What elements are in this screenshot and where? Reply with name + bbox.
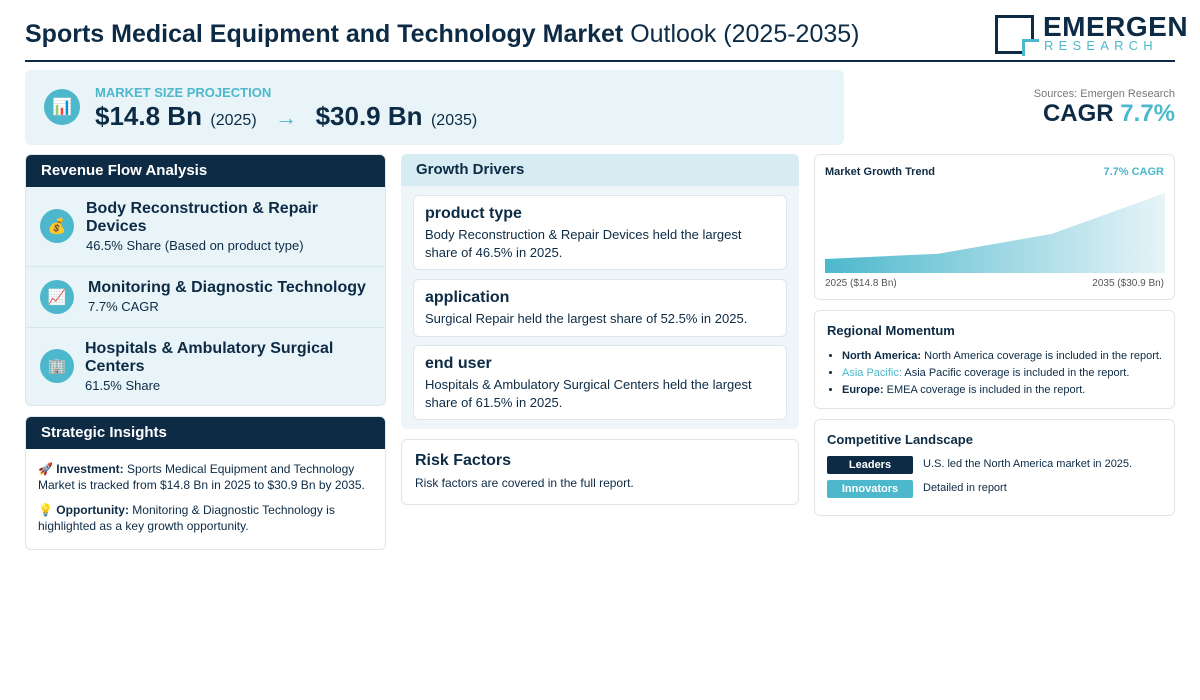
driver-card-title: product type bbox=[425, 205, 522, 222]
driver-card: end user Hospitals & Ambulatory Surgical… bbox=[413, 345, 787, 420]
money-bag-icon: 💰 bbox=[40, 209, 74, 243]
revenue-item-title: Hospitals & Ambulatory Surgical Centers bbox=[85, 340, 334, 375]
strategic-insights-title: Strategic Insights bbox=[26, 417, 385, 449]
leaders-badge: Leaders bbox=[827, 456, 913, 474]
revenue-item: 📈 Monitoring & Diagnostic Technology 7.7… bbox=[26, 267, 385, 328]
regional-momentum-panel: Regional Momentum North America: North A… bbox=[814, 310, 1175, 409]
opportunity-label: Opportunity: bbox=[56, 503, 129, 517]
revenue-item-title: Body Reconstruction & Repair Devices bbox=[86, 200, 319, 235]
logo-subtitle: RESEARCH bbox=[1044, 38, 1158, 53]
sources-note: Sources: Emergen Research bbox=[1033, 88, 1175, 100]
competitive-landscape-title: Competitive Landscape bbox=[827, 432, 973, 447]
revenue-flow-panel: Revenue Flow Analysis 💰 Body Reconstruct… bbox=[25, 154, 386, 406]
region-text: Asia Pacific coverage is included in the… bbox=[904, 367, 1130, 379]
driver-card-text: Body Reconstruction & Repair Devices hel… bbox=[425, 227, 742, 260]
region-item: Europe: EMEA coverage is included in the… bbox=[842, 382, 1166, 399]
regional-momentum-title: Regional Momentum bbox=[827, 323, 955, 338]
logo-name: EMERGEN bbox=[1043, 11, 1189, 42]
revenue-item-sub: 7.7% CAGR bbox=[88, 299, 159, 314]
region-name: North America: bbox=[842, 350, 922, 362]
chart-increasing-icon: 📈 bbox=[40, 280, 74, 314]
revenue-item: 🏢 Hospitals & Ambulatory Surgical Center… bbox=[26, 328, 385, 405]
projection-label: MARKET SIZE PROJECTION bbox=[95, 85, 272, 100]
revenue-item-title: Monitoring & Diagnostic Technology bbox=[88, 279, 366, 296]
opportunity-insight: 💡 Opportunity: Monitoring & Diagnostic T… bbox=[38, 502, 373, 534]
competitive-landscape-panel: Competitive Landscape Leaders U.S. led t… bbox=[814, 419, 1175, 516]
opportunity-text: Monitoring & Diagnostic Technology is hi… bbox=[38, 503, 335, 533]
competitive-row: Innovators Detailed in report bbox=[827, 480, 1166, 498]
region-name: Asia Pacific: bbox=[842, 367, 902, 379]
logo-mark-icon bbox=[995, 15, 1039, 56]
emergen-logo: EMERGEN RESEARCH bbox=[995, 13, 1188, 56]
region-list: North America: North America coverage is… bbox=[842, 348, 1166, 399]
trend-area bbox=[825, 193, 1165, 273]
market-size-projection: 📊 MARKET SIZE PROJECTION $14.8 Bn (2025)… bbox=[25, 70, 844, 145]
region-name: Europe: bbox=[842, 384, 884, 396]
page-title-suffix: Outlook (2025-2035) bbox=[630, 20, 860, 48]
start-value: $14.8 Bn bbox=[95, 101, 202, 131]
driver-card-text: Hospitals & Ambulatory Surgical Centers … bbox=[425, 377, 752, 410]
region-item: North America: North America coverage is… bbox=[842, 348, 1166, 365]
arrow-right-icon: → bbox=[275, 105, 298, 130]
competitive-text: U.S. led the North America market in 202… bbox=[923, 458, 1133, 470]
driver-card: product type Body Reconstruction & Repai… bbox=[413, 195, 787, 270]
region-text: North America coverage is included in th… bbox=[924, 350, 1162, 362]
cagr-value: 7.7% bbox=[1120, 100, 1175, 127]
end-year: (2035) bbox=[430, 112, 478, 129]
driver-card-title: end user bbox=[425, 355, 492, 372]
risk-factors-title: Risk Factors bbox=[415, 452, 512, 469]
revenue-item-sub: 46.5% Share (Based on product type) bbox=[86, 238, 304, 253]
cagr-summary: CAGR 7.7% bbox=[1043, 100, 1175, 128]
page-header: Sports Medical Equipment and Technology … bbox=[25, 0, 1188, 62]
light-bulb-icon: 💡 bbox=[38, 503, 53, 517]
trend-title: Market Growth Trend bbox=[825, 166, 936, 178]
driver-card-title: application bbox=[425, 289, 510, 306]
region-item: Asia Pacific: Asia Pacific coverage is i… bbox=[842, 365, 1166, 382]
trend-end-label: 2035 ($30.9 Bn) bbox=[1092, 278, 1164, 289]
strategic-insights-panel: Strategic Insights 🚀 Investment: Sports … bbox=[25, 416, 386, 550]
investment-label: Investment: bbox=[56, 462, 124, 476]
investment-text: Sports Medical Equipment and Technology … bbox=[38, 462, 365, 492]
driver-card: application Surgical Repair held the lar… bbox=[413, 279, 787, 337]
innovators-badge: Innovators bbox=[827, 480, 913, 498]
region-text: EMEA coverage is included in the report. bbox=[886, 384, 1086, 396]
trend-area-chart bbox=[825, 193, 1165, 273]
projection-values: $14.8 Bn (2025) → $30.9 Bn (2035) bbox=[95, 101, 477, 132]
risk-factors-text: Risk factors are covered in the full rep… bbox=[415, 476, 634, 490]
market-growth-trend-panel: Market Growth Trend 7.7% CAGR 2025 ($14.… bbox=[814, 154, 1175, 300]
trend-start-label: 2025 ($14.8 Bn) bbox=[825, 278, 897, 289]
competitive-row: Leaders U.S. led the North America marke… bbox=[827, 456, 1166, 474]
office-building-icon: 🏢 bbox=[40, 349, 74, 383]
growth-drivers-title: Growth Drivers bbox=[401, 154, 799, 186]
page-title: Sports Medical Equipment and Technology … bbox=[25, 20, 860, 49]
revenue-item: 💰 Body Reconstruction & Repair Devices 4… bbox=[26, 187, 385, 267]
risk-factors-panel: Risk Factors Risk factors are covered in… bbox=[401, 439, 799, 505]
revenue-flow-title: Revenue Flow Analysis bbox=[26, 155, 385, 187]
investment-insight: 🚀 Investment: Sports Medical Equipment a… bbox=[38, 461, 373, 493]
end-value: $30.9 Bn bbox=[315, 101, 423, 131]
competitive-text: Detailed in report bbox=[923, 482, 1007, 494]
start-year: (2025) bbox=[210, 112, 257, 129]
bar-chart-icon: 📊 bbox=[44, 89, 80, 125]
rocket-icon: 🚀 bbox=[38, 462, 53, 476]
growth-drivers-panel: Growth Drivers product type Body Reconst… bbox=[401, 154, 799, 429]
trend-cagr: 7.7% CAGR bbox=[1103, 166, 1164, 178]
revenue-item-sub: 61.5% Share bbox=[85, 378, 161, 393]
cagr-label: CAGR bbox=[1042, 100, 1114, 127]
page-title-main: Sports Medical Equipment and Technology … bbox=[25, 20, 624, 48]
driver-card-text: Surgical Repair held the largest share o… bbox=[425, 311, 748, 326]
